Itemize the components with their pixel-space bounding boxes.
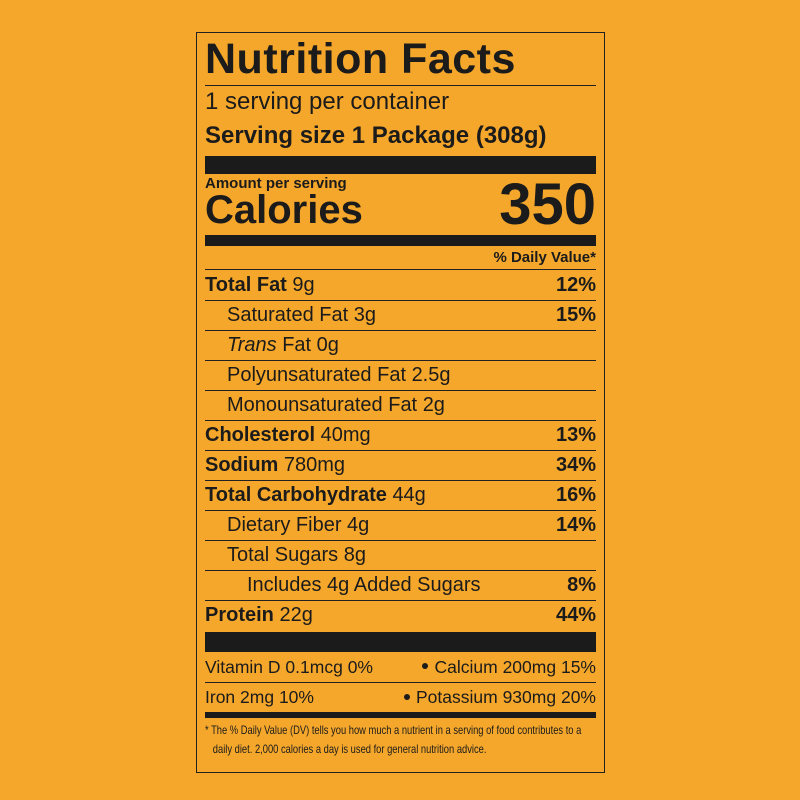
nutrient-left: Total Carbohydrate 44g [205,484,426,507]
nutrient-name: Protein [205,604,274,626]
vitamin-amount: 0.1mcg [285,656,343,677]
nutrient-name: Dietary Fiber [227,514,342,536]
nutrient-row: Includes 4g Added Sugars 8% [205,570,596,600]
nutrient-name-italic: Trans [227,334,277,356]
vitamin-dv: 15% [560,656,596,677]
nutrient-left: Sodium 780mg [205,454,345,477]
vitamin-cell: Potassium 930mg 20% [404,687,596,708]
nutrition-label: Nutrition Facts 1 serving per container … [196,32,605,773]
nutrient-name: Total Carbohydrate [205,484,387,506]
vitamin-name: Calcium [434,656,498,677]
nutrient-name: Monounsaturated Fat [227,394,418,416]
thick-rule [205,712,596,718]
nutrient-name: Polyunsaturated Fat [227,364,406,386]
nutrient-dv: 14% [555,514,596,536]
vitamin-name: Potassium [416,687,498,707]
dv-header: % Daily Value* [205,246,596,270]
nutrient-dv: 8% [567,574,596,596]
vitamin-amount: 2mg [240,687,275,707]
nutrient-left: Protein 22g [205,604,313,627]
nutrient-row: Polyunsaturated Fat 2.5g [205,360,596,390]
servings: 1 serving per container [205,88,450,115]
vitamin-amount: 930mg [502,687,557,707]
nutrient-left: Trans Fat 0g [227,334,339,357]
vitamin-cell: Calcium 200mg 15% [422,657,596,678]
vitamin-cell: Iron 2mg 10% [205,687,314,708]
nutrient-row: Saturated Fat 3g 15% [205,300,596,330]
nutrient-row: Protein 22g 44% [205,600,596,630]
nutrient-amount: 44g [392,484,426,506]
nutrient-amount: 780mg [283,454,346,476]
bullet [404,693,410,700]
nutrient-name: Saturated Fat [227,304,349,326]
nutrient-dv: 15% [555,304,596,326]
footnote: * The % Daily Value (DV) tells you how m… [205,723,582,756]
nutrient-left: Cholesterol 40mg [205,424,371,447]
nutrient-row: Trans Fat 0g [205,330,596,360]
thick-rule [205,235,596,246]
nutrient-left: Monounsaturated Fat 2g [227,394,445,417]
nutrient-dv: 16% [555,484,596,506]
vitamin-rows: Vitamin D 0.1mcg 0% Calcium 200mg 15% Iron… [205,652,596,712]
nutrient-row: Cholesterol 40mg 13% [205,420,596,450]
nutrient-name: Total Fat [205,273,287,296]
nutrient-dv: 13% [555,424,596,446]
vitamin-dv: 10% [278,687,314,707]
calories-block: Amount per serving Calories 350 [205,172,596,237]
nutrient-amount: 2g [422,394,445,416]
amount-label: Amount per serving [205,175,347,192]
vitamin-name: Iron [205,687,236,707]
calories-label: Calories [205,188,363,232]
nutrient-row: Dietary Fiber 4g 14% [205,510,596,540]
nutrient-amount: 4g [347,514,370,536]
serving-size-label: Serving size [205,122,346,149]
vitamin-dv: 0% [347,656,373,677]
vitamin-cell: Vitamin D 0.1mcg 0% [205,657,373,678]
nutrient-left: Includes 4g Added Sugars [247,574,481,597]
nutrient-name: Total Sugars [227,544,339,566]
serving-size-value: 1 Package (308g) [351,122,547,149]
nutrient-dv: 44% [555,604,596,626]
nutrient-row: Total Sugars 8g [205,540,596,570]
vitamin-row: Iron 2mg 10% Potassium 930mg 20% [205,682,596,712]
nutrient-dv: 34% [555,454,596,476]
nutrient-amount: 0g [316,334,339,356]
nutrient-left: Total Fat 9g [205,274,315,297]
nutrient-amount: 9g [292,273,315,296]
vitamin-amount: 200mg [502,656,557,677]
vitamin-dv: 20% [560,687,596,707]
nutrient-left: Total Sugars 8g [227,544,366,567]
serving-size: Serving size 1 Package (308g) [205,118,596,156]
bullet [422,663,429,670]
nutrient-row: Total Fat 9g 12% [205,270,596,300]
calories-value: 350 [499,172,596,237]
nutrient-amount: 22g [279,604,313,626]
nutrient-row: Monounsaturated Fat 2g [205,390,596,420]
title: Nutrition Facts [205,33,596,86]
nutrient-name: Sodium [205,454,279,476]
thick-rule [205,632,596,652]
vitamin-row: Vitamin D 0.1mcg 0% Calcium 200mg 15% [205,652,596,682]
nutrient-amount: 2.5g [411,364,451,386]
nutrient-rows: Total Fat 9g 12% Saturated Fat 3g 15% Trans … [205,270,596,630]
nutrient-name: Includes 4g Added Sugars [247,574,481,596]
vitamin-name: Vitamin D [205,656,281,677]
nutrient-name: Cholesterol [205,424,316,446]
nutrient-name: Fat [282,334,312,356]
nutrient-row: Sodium 780mg 34% [205,450,596,480]
nutrient-row: Total Carbohydrate 44g 16% [205,480,596,510]
nutrient-amount: 8g [343,544,366,566]
thick-rule [205,156,596,174]
nutrient-amount: 40mg [320,424,371,446]
nutrient-dv: 12% [555,273,596,296]
nutrient-left: Saturated Fat 3g [227,304,376,327]
nutrient-left: Dietary Fiber 4g [227,514,369,537]
nutrient-amount: 3g [353,304,376,326]
nutrient-left: Polyunsaturated Fat 2.5g [227,364,451,387]
